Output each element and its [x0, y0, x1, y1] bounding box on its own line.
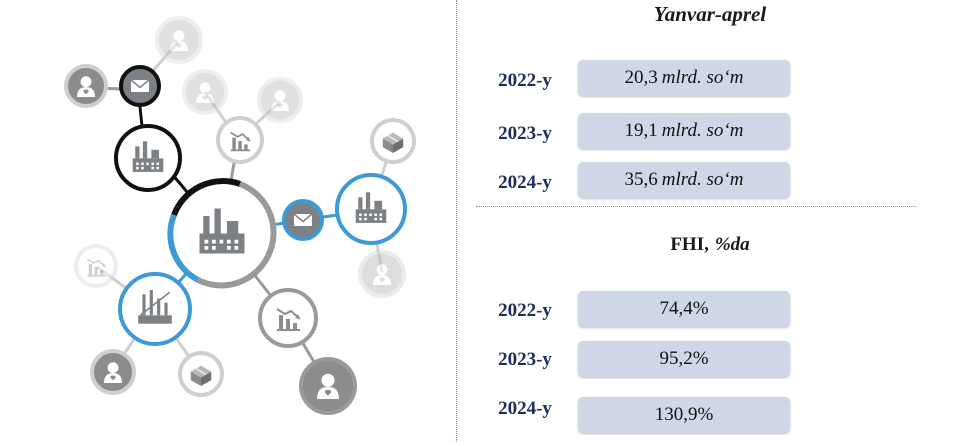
- value-number: 19,1: [624, 120, 658, 141]
- value-pill: 95,2%: [578, 341, 790, 377]
- value-pill: 19,1 mlrd. so‘m: [578, 113, 790, 149]
- section1-title: Yanvar-aprel: [653, 2, 767, 26]
- year-label: 2023-y: [498, 123, 552, 144]
- section2-title-unit: %da: [714, 234, 750, 255]
- value-pill: 130,9%: [578, 397, 790, 433]
- year-label: 2024-y: [498, 172, 552, 193]
- refinery-node-blue: [118, 272, 192, 346]
- chart-node-faded: [74, 244, 118, 288]
- value-pill: 74,4%: [578, 291, 790, 327]
- factory-node-black: [114, 124, 182, 192]
- person-node: [90, 349, 136, 395]
- person-node-faded: [358, 250, 406, 298]
- value-pill: 20,3 mlrd. so‘m: [578, 60, 790, 96]
- value-unit: mlrd. so‘m: [661, 67, 744, 88]
- year-label: 2023-y: [498, 349, 552, 370]
- person-node-faded: [155, 16, 203, 64]
- network-diagram: [64, 16, 416, 415]
- factory-node-blue: [335, 173, 407, 245]
- person-node: [64, 64, 108, 108]
- person-node: [299, 357, 357, 415]
- center-factory-node: [167, 178, 277, 289]
- year-label: 2022-y: [498, 300, 552, 321]
- value-number: 130,9%: [654, 404, 714, 425]
- package-node: [178, 351, 224, 397]
- envelope-icon: [130, 79, 150, 93]
- value-unit: mlrd. so‘m: [661, 169, 744, 190]
- person-node-faded: [182, 69, 228, 115]
- envelope-icon: [293, 213, 313, 227]
- package-node: [370, 118, 416, 164]
- vertical-divider: [456, 0, 457, 442]
- year-label: 2024-y: [498, 398, 552, 419]
- value-number: 95,2%: [659, 348, 709, 369]
- section2-title-text: FHI,: [670, 234, 709, 255]
- value-pill: 35,6 mlrd. so‘m: [578, 162, 790, 198]
- horizontal-divider: [476, 206, 916, 207]
- value-unit: mlrd. so‘m: [661, 120, 744, 141]
- person-node-faded: [257, 77, 303, 123]
- year-label: 2022-y: [498, 70, 552, 91]
- envelope-node-black: [119, 65, 161, 107]
- chart-node-upper: [216, 116, 264, 164]
- chart-node-lower: [258, 288, 318, 348]
- envelope-node-blue: [282, 199, 324, 241]
- section2-title: FHI, %da: [600, 234, 820, 256]
- value-number: 74,4%: [659, 298, 709, 319]
- value-number: 20,3: [624, 67, 658, 88]
- value-number: 35,6: [624, 169, 658, 190]
